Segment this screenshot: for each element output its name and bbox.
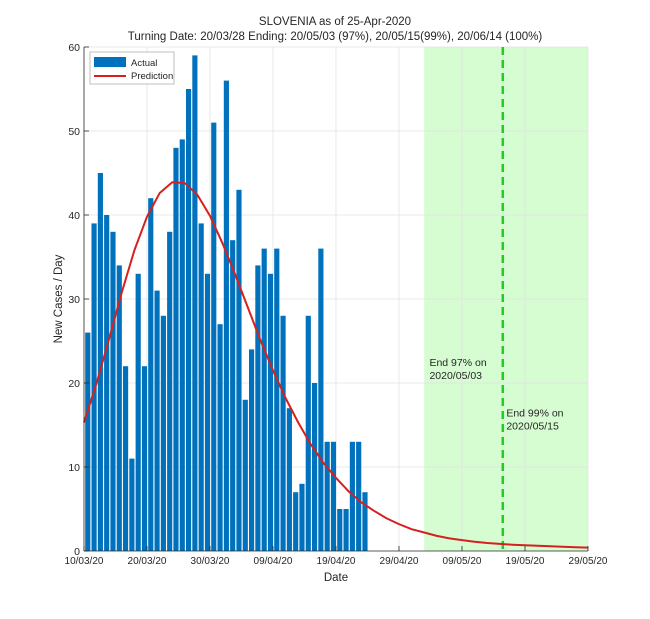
- x-tick-label: 19/05/20: [506, 556, 545, 567]
- bar: [110, 231, 116, 552]
- bar: [318, 248, 324, 551]
- bar: [286, 408, 292, 551]
- y-tick-label: 0: [74, 546, 80, 558]
- x-axis-label: Date: [324, 572, 348, 584]
- bars-actual: [85, 55, 368, 552]
- bar: [330, 441, 337, 551]
- bar: [362, 492, 368, 551]
- bar: [261, 248, 267, 551]
- bar: [116, 265, 122, 551]
- bar: [211, 122, 217, 551]
- x-tick-label: 09/04/20: [254, 556, 293, 567]
- chart-title: SLOVENIA as of 25-Apr-2020: [259, 16, 411, 28]
- bar: [324, 441, 330, 551]
- bar: [293, 492, 299, 551]
- x-tick-label: 09/05/20: [443, 556, 482, 567]
- bar: [223, 80, 229, 551]
- x-tick-label: 20/03/20: [128, 556, 167, 567]
- prediction-line: [83, 181, 589, 549]
- y-tick-label: 40: [68, 210, 80, 222]
- bar: [85, 332, 91, 551]
- bar: [311, 383, 318, 551]
- annotation-text: 2020/05/03: [429, 370, 482, 382]
- x-tick-label: 29/05/20: [569, 556, 608, 567]
- bar: [198, 223, 204, 551]
- bar: [185, 89, 192, 551]
- bar: [255, 265, 261, 551]
- bar: [141, 366, 148, 551]
- bar: [148, 198, 154, 551]
- y-tick-label: 60: [68, 42, 80, 54]
- bar: [160, 315, 166, 551]
- bar: [154, 290, 160, 551]
- bar: [91, 223, 97, 551]
- prediction-line-group: [83, 181, 589, 549]
- bar: [356, 441, 362, 551]
- bar: [349, 441, 355, 551]
- legend-swatch-actual: [94, 57, 126, 67]
- bar: [280, 315, 286, 551]
- chart-subtitle: Turning Date: 20/03/28 Ending: 20/05/03 …: [128, 31, 543, 43]
- bar: [305, 315, 311, 551]
- bar: [104, 215, 110, 551]
- x-tick-label: 30/03/20: [191, 556, 230, 567]
- bar: [299, 483, 305, 551]
- y-axis-label: New Cases / Day: [53, 254, 65, 343]
- legend: Actual Prediction: [89, 51, 175, 85]
- bar: [230, 240, 236, 551]
- annotation-text: 2020/05/15: [506, 421, 559, 433]
- bar: [337, 509, 343, 551]
- legend-label-actual: Actual: [131, 58, 157, 69]
- x-tick-label: 29/04/20: [380, 556, 419, 567]
- x-tick-label: 10/03/20: [65, 556, 104, 567]
- bar: [135, 273, 141, 551]
- bar: [129, 458, 135, 551]
- y-tick-label: 10: [68, 462, 80, 474]
- bar: [242, 399, 248, 551]
- x-tick-label: 19/04/20: [317, 556, 356, 567]
- bar: [192, 55, 198, 552]
- annotation-text: End 99% on: [506, 408, 563, 420]
- y-tick-label: 30: [68, 294, 80, 306]
- bar: [122, 366, 129, 551]
- bar: [274, 248, 280, 551]
- y-tick-label: 20: [68, 378, 80, 390]
- tick-labels: 0 10 20 30 40 50 60 10/03/20 20/03/20 30/03/20 09/…: [65, 42, 608, 567]
- bar: [173, 147, 179, 552]
- bar: [343, 509, 349, 551]
- bar: [204, 273, 211, 551]
- bar: [97, 173, 103, 551]
- legend-label-prediction: Prediction: [131, 71, 173, 82]
- bar: [236, 189, 242, 552]
- y-tick-label: 50: [68, 126, 80, 138]
- bar: [267, 273, 274, 551]
- bar: [179, 139, 185, 551]
- annotation-text: End 97% on: [429, 357, 486, 369]
- bar: [167, 231, 173, 552]
- bar: [248, 349, 255, 551]
- bar: [217, 324, 223, 551]
